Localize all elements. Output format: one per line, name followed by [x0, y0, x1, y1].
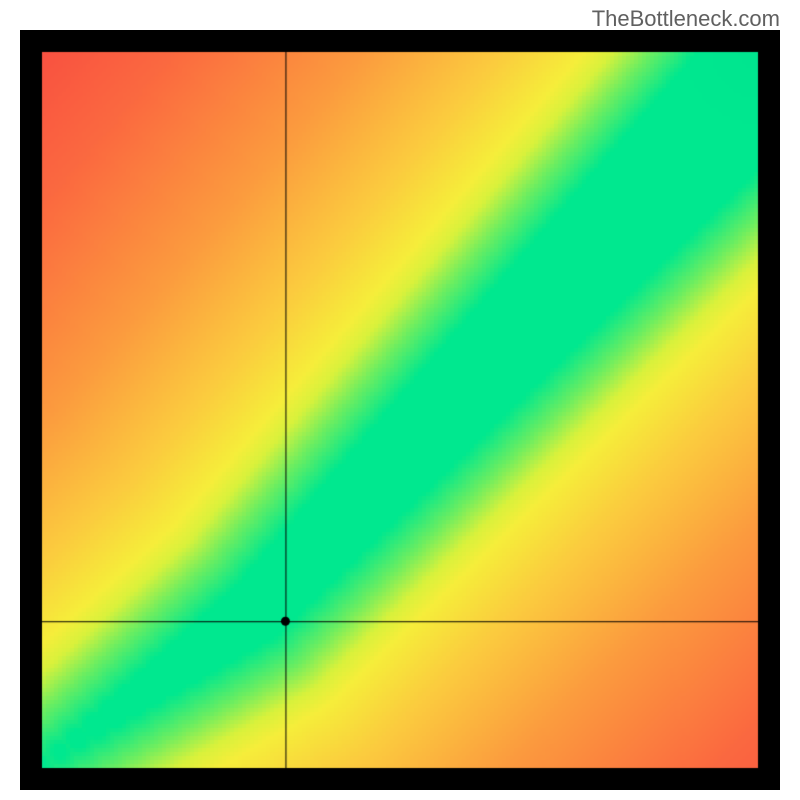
chart-wrapper: TheBottleneck.com [0, 0, 800, 800]
heatmap-canvas [20, 30, 780, 790]
chart-frame [20, 30, 780, 790]
watermark-text: TheBottleneck.com [592, 6, 780, 32]
